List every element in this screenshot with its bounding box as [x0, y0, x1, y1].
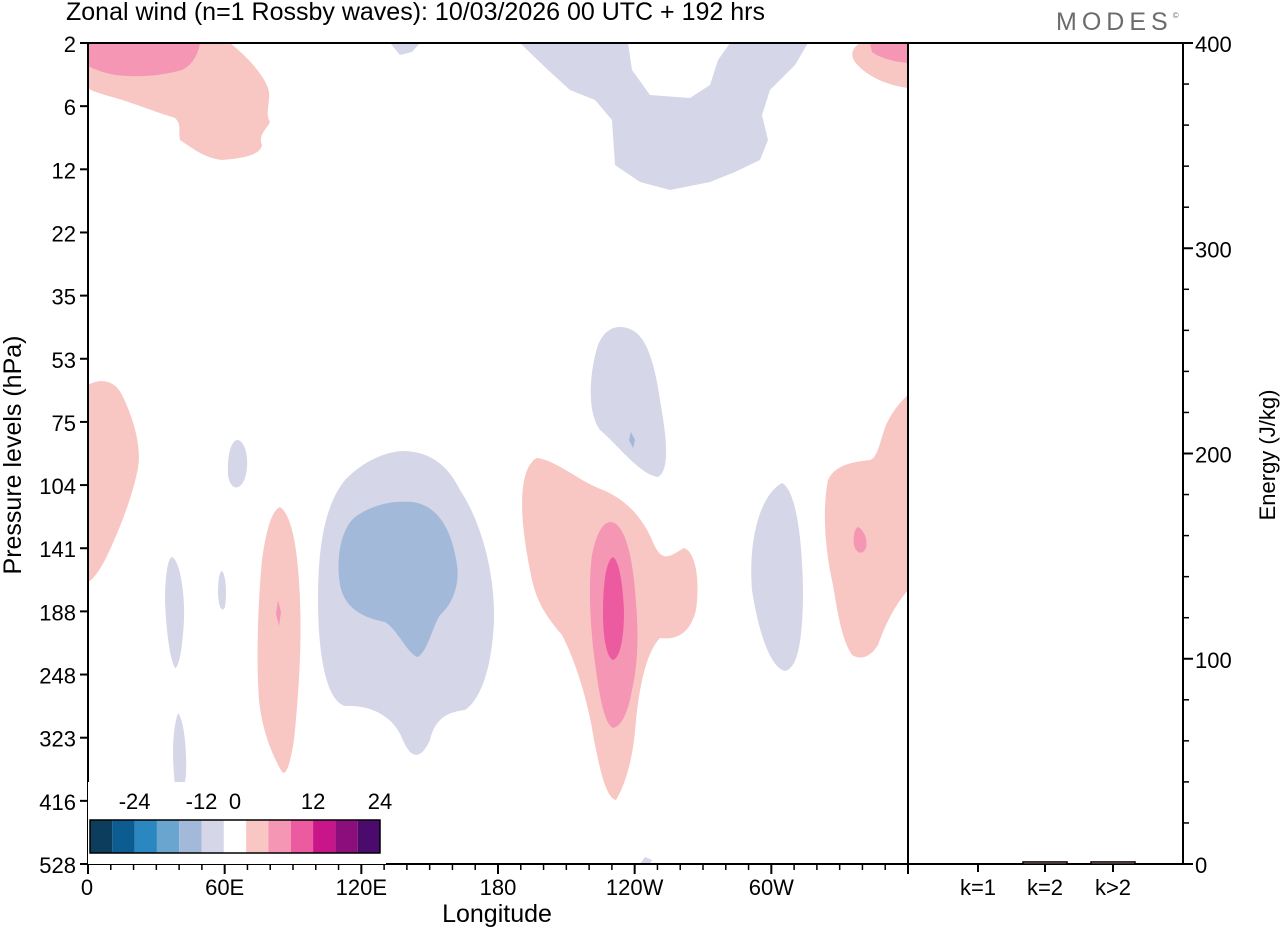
negative-contours [165, 43, 808, 864]
positive-contours [88, 43, 908, 800]
y-tick-label: 22 [52, 221, 76, 246]
colorbar-swatch [112, 820, 135, 853]
colorbar-swatch [246, 820, 269, 853]
y-tick-label: 416 [39, 790, 76, 815]
energy-category-label: k=2 [1027, 875, 1063, 900]
positive-contours-stronger [603, 557, 624, 660]
colorbar-swatch [223, 820, 247, 853]
colorbar: -24 -12 0 12 24 [88, 782, 392, 864]
neg-core-large [338, 501, 458, 657]
energy-bar [1090, 861, 1136, 865]
y-tick-label: 35 [52, 285, 76, 310]
neg-region-thin-2 [218, 571, 226, 610]
colorbar-label: 0 [229, 789, 241, 814]
pos-region-left-mid [88, 381, 139, 582]
colorbar-swatch [313, 820, 336, 853]
colorbar-swatch [335, 820, 358, 853]
colorbar-swatch [156, 820, 180, 853]
energy-bars: k=1 k=2 k>2 [955, 861, 1136, 900]
colorbar-swatch [268, 820, 291, 853]
colorbar-border [89, 819, 381, 854]
colorbar-label: -24 [119, 789, 151, 814]
colorbar-label: 12 [301, 789, 325, 814]
neg-region-bottom [640, 857, 652, 864]
x-tick-label: 120E [336, 875, 387, 900]
colorbar-swatch [290, 820, 314, 853]
y-tick-label: 528 [39, 853, 76, 878]
pos-core-thin [276, 600, 281, 626]
pos-core-strongest [603, 557, 624, 660]
y-axis-label: Pressure levels (hPa) [0, 336, 27, 575]
pos-core-topleft [88, 43, 200, 77]
colorbar-swatch [357, 820, 380, 853]
y-tick-label: 188 [39, 600, 76, 625]
neg-region-top [390, 43, 420, 55]
neg-core-small [629, 432, 635, 448]
negative-contours-strong [338, 432, 635, 657]
brand-logo: MODES© [1056, 8, 1179, 36]
x-tick-label: 120W [606, 875, 664, 900]
plot-frame [87, 42, 909, 865]
contour-field [88, 43, 908, 864]
energy-tick-label: 400 [1195, 32, 1232, 57]
energy-bar [1022, 861, 1068, 865]
colorbar-swatch [134, 820, 157, 853]
y-tick-label: 323 [39, 727, 76, 752]
energy-tick-label: 200 [1195, 443, 1232, 468]
y-tick-label: 53 [52, 348, 76, 373]
energy-tick-label: 0 [1195, 853, 1207, 878]
colorbar-swatch [179, 820, 202, 853]
x-tick-label: 0 [81, 875, 93, 900]
y-tick-label: 104 [39, 474, 76, 499]
y-tick-label: 2 [64, 32, 76, 57]
x-tick-label: 180 [480, 875, 517, 900]
colorbar-label: -12 [186, 789, 218, 814]
pos-core-topright [870, 43, 908, 63]
colorbar-swatch [90, 820, 113, 853]
neg-region-thin-1 [165, 557, 185, 668]
neg-region-right [751, 483, 803, 671]
y-tick-label: 248 [39, 664, 76, 689]
chart-title: Zonal wind (n=1 Rossby waves): 10/03/202… [66, 0, 765, 26]
x-axis-label: Longitude [442, 900, 552, 928]
colorbar-label: 24 [368, 789, 392, 814]
energy-category-label: k>2 [1095, 875, 1131, 900]
y-tick-label: 75 [52, 411, 76, 436]
y-tick-label: 141 [39, 537, 76, 562]
neg-region-mid-upper [590, 326, 667, 477]
energy-frame [907, 42, 1184, 865]
neg-region-small [227, 440, 248, 488]
y-tick-label: 12 [52, 158, 76, 183]
energy-tick-label: 100 [1195, 648, 1232, 673]
x-axis: 0 60E 120E 180 120W 60W [81, 864, 909, 900]
x-tick-label: 60W [749, 875, 794, 900]
x-tick-label: 60E [205, 875, 244, 900]
neg-region-top-mid [520, 43, 808, 190]
y-tick-label: 6 [64, 95, 76, 120]
energy-category-label: k=1 [960, 875, 996, 900]
energy-axis: 0 100 200 300 400 [1183, 32, 1232, 878]
pos-core-right [853, 527, 867, 553]
energy-axis-label: Energy (J/kg) [1255, 390, 1280, 521]
neg-region-thin-3 [173, 713, 187, 791]
pos-region-thin [257, 507, 301, 773]
energy-tick-label: 300 [1195, 237, 1232, 262]
colorbar-swatch [201, 820, 224, 853]
pos-region-right [824, 395, 908, 658]
y-axis: 2 6 12 22 35 53 75 104 141 188 248 323 416 528 [39, 32, 88, 878]
